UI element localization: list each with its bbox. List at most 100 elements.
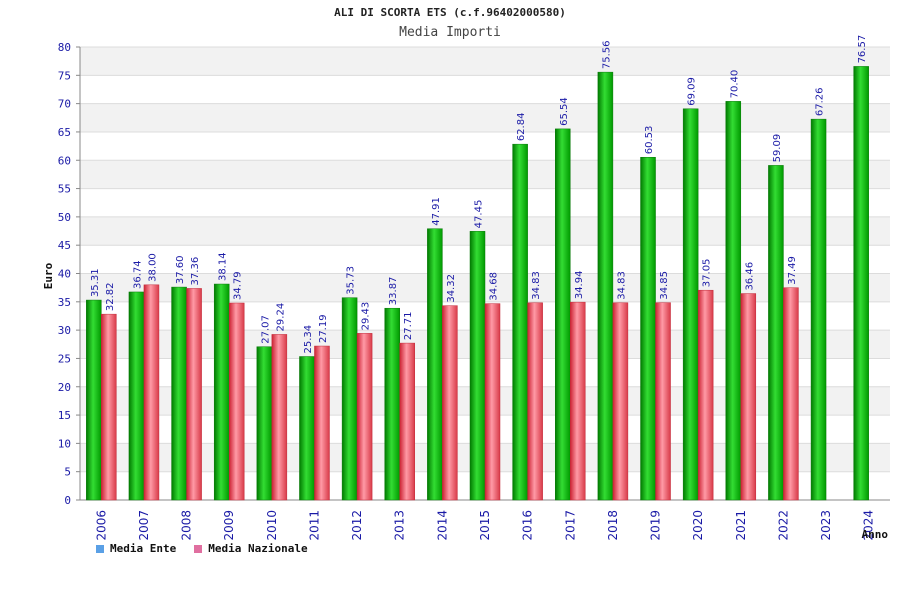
bar-media-nazionale bbox=[143, 284, 160, 501]
y-tick-label: 15 bbox=[58, 409, 71, 422]
y-tick-label: 50 bbox=[58, 211, 71, 224]
data-label: 29.24 bbox=[275, 303, 286, 332]
x-tick-label: 2020 bbox=[691, 510, 705, 541]
data-label: 37.60 bbox=[175, 255, 186, 284]
data-label: 34.68 bbox=[489, 272, 500, 301]
data-label: 33.87 bbox=[388, 277, 399, 306]
bar-media-ente bbox=[768, 165, 784, 501]
bar-media-nazionale bbox=[655, 302, 671, 501]
x-tick-label: 2018 bbox=[606, 510, 620, 541]
y-tick-label: 75 bbox=[58, 69, 71, 82]
bar-media-nazionale bbox=[356, 333, 373, 501]
legend-item-media-ente: Media Ente bbox=[96, 542, 176, 555]
data-label: 76.57 bbox=[857, 35, 868, 64]
data-label: 27.71 bbox=[403, 311, 414, 340]
x-tick-label: 2024 bbox=[862, 510, 876, 541]
plot-band bbox=[80, 75, 890, 104]
bar-media-nazionale bbox=[271, 334, 288, 501]
data-label: 32.82 bbox=[105, 283, 116, 312]
x-tick-label: 2014 bbox=[435, 510, 449, 541]
x-tick-label: 2010 bbox=[265, 510, 279, 541]
x-tick-label: 2013 bbox=[393, 510, 407, 541]
data-label: 70.40 bbox=[729, 70, 740, 99]
y-tick-label: 65 bbox=[58, 126, 71, 139]
bar-media-ente bbox=[427, 228, 443, 501]
legend-swatch-icon bbox=[96, 544, 104, 553]
bar-media-nazionale bbox=[399, 342, 415, 501]
data-label: 35.31 bbox=[90, 268, 101, 297]
y-tick-label: 45 bbox=[58, 239, 71, 252]
x-tick-label: 2009 bbox=[222, 510, 236, 541]
bar-media-nazionale bbox=[228, 302, 245, 501]
bar-media-ente bbox=[810, 118, 827, 501]
data-label: 27.07 bbox=[260, 315, 271, 344]
bar-media-nazionale bbox=[697, 289, 714, 501]
x-tick-label: 2012 bbox=[350, 510, 364, 541]
bar-media-nazionale bbox=[442, 305, 458, 501]
y-tick-label: 60 bbox=[58, 154, 71, 167]
data-label: 38.14 bbox=[218, 252, 229, 281]
legend-swatch-icon bbox=[194, 544, 203, 553]
data-label: 34.32 bbox=[446, 274, 457, 303]
data-label: 62.84 bbox=[516, 113, 527, 142]
x-tick-label: 2006 bbox=[94, 510, 108, 541]
legend-label: Media Ente bbox=[110, 542, 177, 555]
data-label: 69.09 bbox=[687, 77, 698, 106]
x-tick-label: 2007 bbox=[137, 510, 151, 541]
data-label: 37.36 bbox=[190, 257, 201, 286]
y-tick-label: 0 bbox=[64, 494, 71, 507]
plot-band bbox=[80, 160, 890, 189]
bar-media-ente bbox=[171, 286, 187, 501]
x-tick-label: 2023 bbox=[819, 510, 833, 541]
data-label: 37.05 bbox=[702, 259, 713, 288]
plot-band bbox=[80, 188, 890, 217]
data-label: 36.46 bbox=[744, 262, 755, 291]
y-tick-label: 10 bbox=[58, 437, 71, 450]
bar-media-nazionale bbox=[527, 302, 543, 501]
data-label: 67.26 bbox=[815, 87, 826, 116]
chart-subtitle: Media Importi bbox=[399, 25, 501, 40]
bar-media-ente bbox=[853, 66, 869, 501]
x-tick-label: 2021 bbox=[734, 510, 748, 541]
x-tick-label: 2022 bbox=[776, 510, 790, 541]
data-label: 35.73 bbox=[346, 266, 357, 295]
y-tick-label: 55 bbox=[58, 183, 71, 196]
data-label: 60.53 bbox=[644, 126, 655, 155]
x-tick-label: 2011 bbox=[307, 510, 321, 541]
bar-media-ente bbox=[725, 101, 742, 501]
bar-media-ente bbox=[384, 307, 400, 501]
bar-media-nazionale bbox=[101, 313, 117, 501]
bar-media-ente bbox=[640, 156, 656, 501]
plot-band bbox=[80, 47, 890, 76]
bar-media-ente bbox=[299, 356, 315, 501]
data-label: 29.43 bbox=[361, 302, 372, 331]
bar-media-nazionale bbox=[783, 287, 799, 501]
bar-media-ente bbox=[512, 143, 528, 501]
data-label: 34.79 bbox=[233, 271, 244, 300]
data-label: 38.00 bbox=[147, 253, 158, 282]
y-tick-label: 40 bbox=[58, 268, 71, 281]
x-tick-label: 2019 bbox=[649, 510, 663, 541]
data-label: 59.09 bbox=[772, 134, 783, 163]
bar-media-ente bbox=[128, 291, 145, 501]
bar-media-ente bbox=[86, 299, 102, 501]
data-label: 37.49 bbox=[787, 256, 798, 285]
bar-media-nazionale bbox=[186, 288, 202, 501]
y-axis-label: Euro bbox=[42, 262, 55, 289]
x-tick-label: 2017 bbox=[563, 510, 577, 541]
data-label: 65.54 bbox=[559, 97, 570, 126]
bar-media-nazionale bbox=[612, 302, 629, 501]
y-tick-label: 25 bbox=[58, 352, 71, 365]
data-label: 47.91 bbox=[431, 197, 442, 226]
chart-title: ALI DI SCORTA ETS (c.f.96402000580) bbox=[334, 6, 566, 19]
chart-legend: Media Ente Media Nazionale bbox=[96, 542, 308, 555]
y-tick-label: 70 bbox=[58, 98, 71, 111]
data-label: 47.45 bbox=[474, 200, 485, 229]
bar-media-ente bbox=[597, 71, 614, 501]
bar-media-nazionale bbox=[740, 293, 757, 501]
legend-label: Media Nazionale bbox=[208, 542, 308, 555]
y-tick-label: 80 bbox=[58, 41, 71, 54]
x-axis-label: Anno bbox=[862, 528, 889, 541]
bar-media-ente bbox=[213, 283, 230, 501]
